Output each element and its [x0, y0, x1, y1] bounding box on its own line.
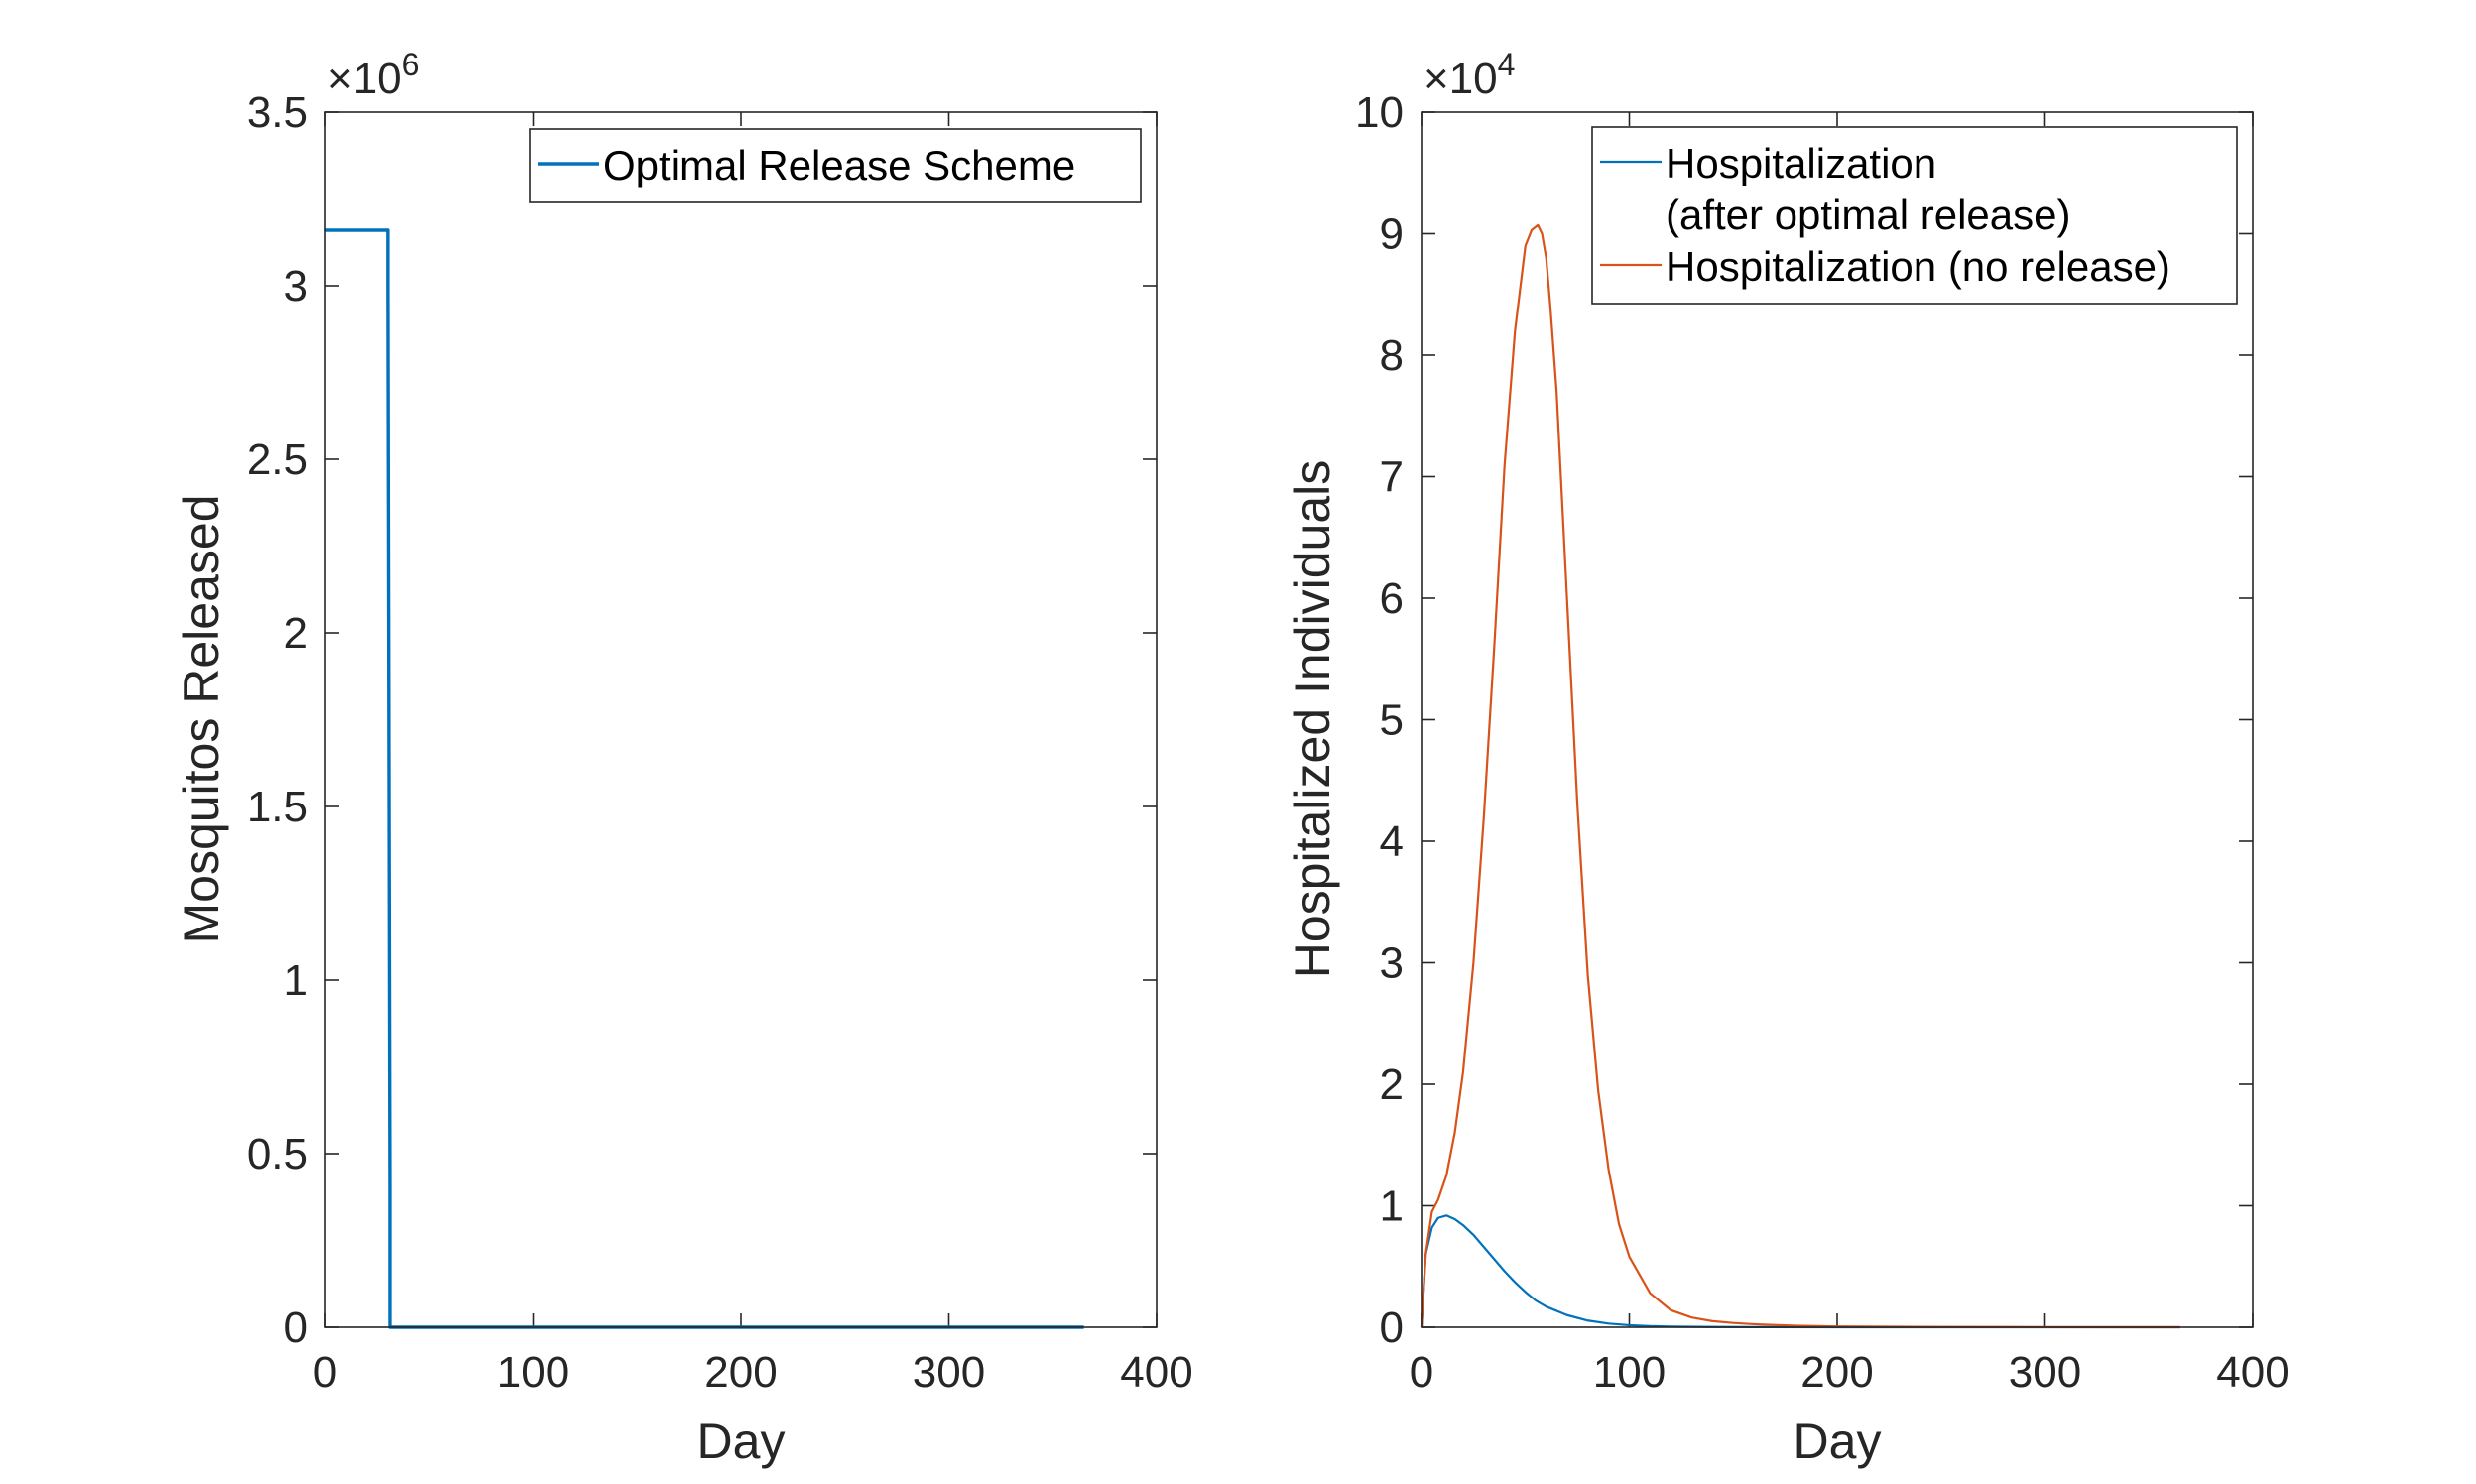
legend-entry-label: Optimal Release Scheme: [603, 142, 1075, 188]
y-tick-label: 2: [284, 609, 308, 658]
y-tick-label: 0: [284, 1303, 308, 1352]
y-tick-label: 9: [1380, 210, 1404, 259]
legend-left: Optimal Release Scheme: [529, 128, 1142, 203]
y-tick-label: 1: [284, 956, 308, 1005]
y-tick-label: 7: [1380, 453, 1404, 502]
legend-entry-label: Hospitalization: [1666, 140, 1936, 186]
y-axis-label-right: Hospitalized Individuals: [1285, 460, 1340, 979]
y-tick-label: 3: [1380, 939, 1404, 988]
x-tick-label: 200: [704, 1348, 777, 1397]
plot-area-right: [1422, 112, 2253, 1327]
mosquito-release-chart: 0 100 200 300 400 0 0.5 1 1.5 2 2.5 3 3.5 ×106 Day M…: [174, 47, 1193, 1469]
x-tick-label: 300: [2009, 1348, 2081, 1397]
x-tick-label: 300: [913, 1348, 985, 1397]
legend-right: Hospitalization (after optimal release) Ho…: [1591, 126, 2238, 305]
y-axis-label-left: Mosquitos Released: [174, 494, 229, 943]
y-tick-label: 3.5: [247, 88, 308, 137]
x-tick-label: 200: [1800, 1348, 1873, 1397]
plot-area-left: [325, 112, 1157, 1327]
axes-box-left: [324, 111, 1158, 1328]
legend-entry-label: (after optimal release): [1666, 191, 2071, 238]
y-tick-label: 2: [1380, 1060, 1404, 1109]
x-tick-label: 400: [1120, 1348, 1192, 1397]
x-axis-label-right: Day: [1794, 1414, 1882, 1469]
legend-entry-label: Hospitalization (no release): [1666, 243, 2170, 290]
series-line-hospitalization-no-release-: [1420, 223, 2180, 1329]
y-tick-label: 6: [1380, 574, 1404, 623]
legend-box: [529, 128, 1142, 203]
hospitalization-chart: 0 100 200 300 400 0 1 2 3 4 5 6 7 8 9 10 ×104 Day Hospi…: [1285, 47, 2290, 1469]
y-exponent-label-right: ×104: [1424, 47, 1515, 103]
y-tick-label: 1: [1380, 1182, 1404, 1231]
axes-box-right: [1421, 111, 2254, 1328]
y-tick-label: 10: [1355, 88, 1404, 137]
x-axis-label-left: Day: [697, 1414, 786, 1469]
y-tick-label: 8: [1380, 331, 1404, 380]
y-tick-label: 1.5: [247, 783, 308, 831]
y-tick-label: 4: [1380, 817, 1404, 866]
legend-box: [1591, 126, 2238, 305]
x-tick-label: 100: [497, 1348, 569, 1397]
y-tick-label: 5: [1380, 696, 1404, 745]
y-tick-label: 0: [1380, 1303, 1404, 1352]
y-tick-label: 3: [284, 262, 308, 310]
x-tick-label: 400: [2216, 1348, 2289, 1397]
y-tick-label: 0.5: [247, 1130, 308, 1178]
x-tick-label: 0: [1410, 1348, 1433, 1397]
x-tick-label: 0: [313, 1348, 337, 1397]
y-tick-label: 2.5: [247, 435, 308, 484]
y-exponent-label-left: ×106: [327, 47, 419, 103]
x-tick-label: 100: [1593, 1348, 1666, 1397]
